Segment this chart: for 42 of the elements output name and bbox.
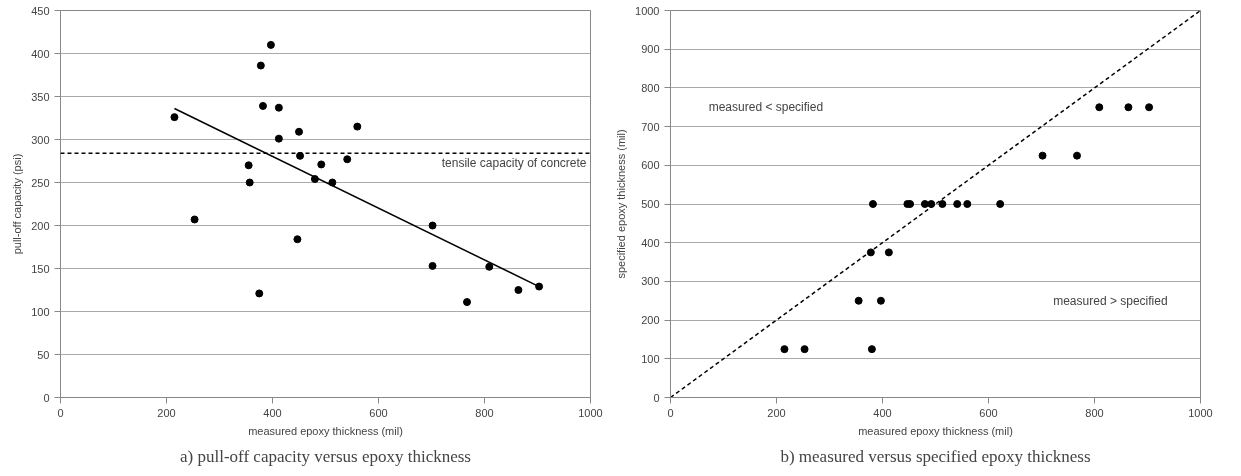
x-tick-label: 1000	[578, 406, 603, 419]
x-tick-label: 200	[157, 406, 176, 419]
x-tick-label: 800	[1085, 406, 1104, 419]
y-tick-label: 250	[31, 176, 50, 189]
y-axis-title: pull-off capacity (psi)	[11, 153, 24, 255]
x-tick-label: 0	[57, 406, 64, 419]
x-tick-label: 200	[767, 406, 786, 419]
y-tick-label: 150	[31, 262, 50, 275]
y-tick-label: 700	[641, 120, 660, 133]
y-tick-label: 400	[641, 236, 660, 249]
y-tick-label: 900	[641, 43, 660, 56]
y-tick-label: 0	[43, 391, 50, 404]
y-tick-label: 1000	[635, 4, 660, 17]
y-tick-label: 50	[37, 348, 50, 361]
text: b) measured versus specified epoxy thickness	[780, 446, 1091, 466]
x-tick-label: 1000	[1188, 406, 1213, 419]
y-tick-label: 100	[31, 305, 50, 318]
text: a) pull-off capacity versus epoxy thickness	[180, 446, 471, 466]
x-tick-label: 400	[873, 406, 892, 419]
annotation: measured < specified	[708, 100, 824, 115]
y-tick-label: 400	[31, 47, 50, 60]
x-tick-label: 800	[475, 406, 494, 419]
x-tick-label: 0	[667, 406, 674, 419]
y-tick-label: 300	[31, 133, 50, 146]
y-tick-label: 100	[641, 352, 660, 365]
y-tick-label: 0	[653, 391, 660, 404]
y-tick-label: 300	[641, 275, 660, 288]
ref-line-label: tensile capacity of concrete	[441, 156, 587, 171]
y-tick-label: 600	[641, 159, 660, 172]
x-tick-label: 400	[263, 406, 282, 419]
y-tick-label: 500	[641, 198, 660, 210]
y-tick-label: 450	[31, 4, 50, 17]
annotation: measured > specified	[1053, 293, 1168, 308]
x-axis-title: measured epoxy thickness (mil)	[248, 424, 403, 437]
y-tick-label: 800	[641, 81, 660, 94]
x-tick-label: 600	[369, 406, 388, 419]
x-axis-title: measured epoxy thickness (mil)	[858, 424, 1013, 437]
y-tick-label: 350	[31, 90, 50, 103]
y-axis-title: specified epoxy thickness (mil)	[615, 129, 628, 279]
y-tick-label: 200	[31, 219, 50, 232]
x-tick-label: 600	[979, 406, 998, 419]
y-tick-label: 200	[641, 314, 660, 327]
